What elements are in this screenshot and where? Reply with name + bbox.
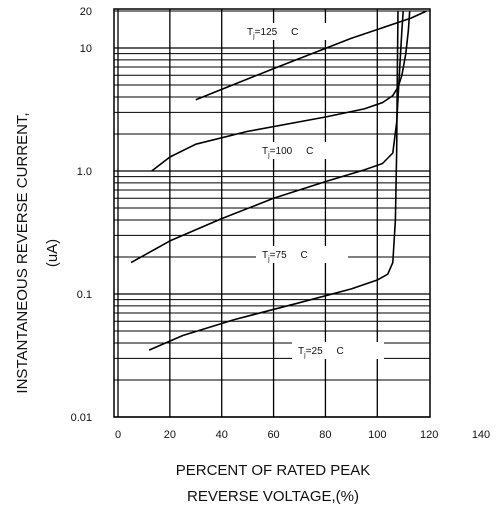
x-tick-label: 100 [368, 429, 386, 441]
x-tick-label: 20 [164, 429, 176, 441]
curve-label-3: Tj=75 C [256, 246, 348, 263]
x-tick-label: 120 [420, 429, 438, 441]
x-tick-label: 80 [319, 429, 331, 441]
tick-labels: 0 20 40 60 80 100 120 140 0.01 0.1 1.0 10 20 [71, 6, 491, 441]
x-tick-label: 140 [472, 429, 490, 441]
y-axis-title: INSTANTANEOUS REVERSE CURRENT, [14, 112, 31, 393]
series-curves [130, 10, 427, 351]
curve-label-text: Tj=25 C [298, 346, 344, 359]
curve-label-bg [256, 246, 348, 263]
y-tick-label: 1.0 [77, 166, 92, 178]
x-axis-title-line1: PERCENT OF RATED PEAK [176, 462, 370, 479]
curve-label-2: Tj=100 C [256, 142, 348, 159]
series-line-3 [130, 10, 404, 264]
y-axis-unit: (uA) [44, 239, 61, 267]
series-line-2 [151, 10, 411, 172]
y-tick-label: 0.1 [77, 289, 92, 301]
plot-frame [113, 8, 431, 418]
x-axis-title-line2: REVERSE VOLTAGE,(%) [187, 488, 359, 505]
curve-label-text: Tj=75 C [262, 250, 308, 263]
plot-border [113, 8, 431, 418]
curve-label-bg [256, 142, 348, 159]
curve-labels: Tj=125 C Tj=100 C Tj=75 C Tj=25 C [241, 23, 384, 359]
y-tick-label: 0.01 [71, 412, 92, 424]
curve-label-text: Tj=125 C [247, 27, 298, 40]
y-tick-label: 20 [80, 6, 92, 18]
x-tick-label: 60 [267, 429, 279, 441]
x-tick-label: 40 [216, 429, 228, 441]
grid-lines [114, 9, 430, 418]
curve-label-bg [292, 342, 384, 359]
series-line-4 [148, 10, 399, 351]
y-tick-label: 10 [80, 43, 92, 55]
curve-label-bg [241, 23, 333, 40]
curve-label-1: Tj=125 C [241, 23, 333, 40]
series-line-1 [195, 10, 427, 101]
curve-label-4: Tj=25 C [292, 342, 384, 359]
x-tick-label: 0 [115, 429, 121, 441]
curve-label-text: Tj=100 C [262, 146, 313, 159]
